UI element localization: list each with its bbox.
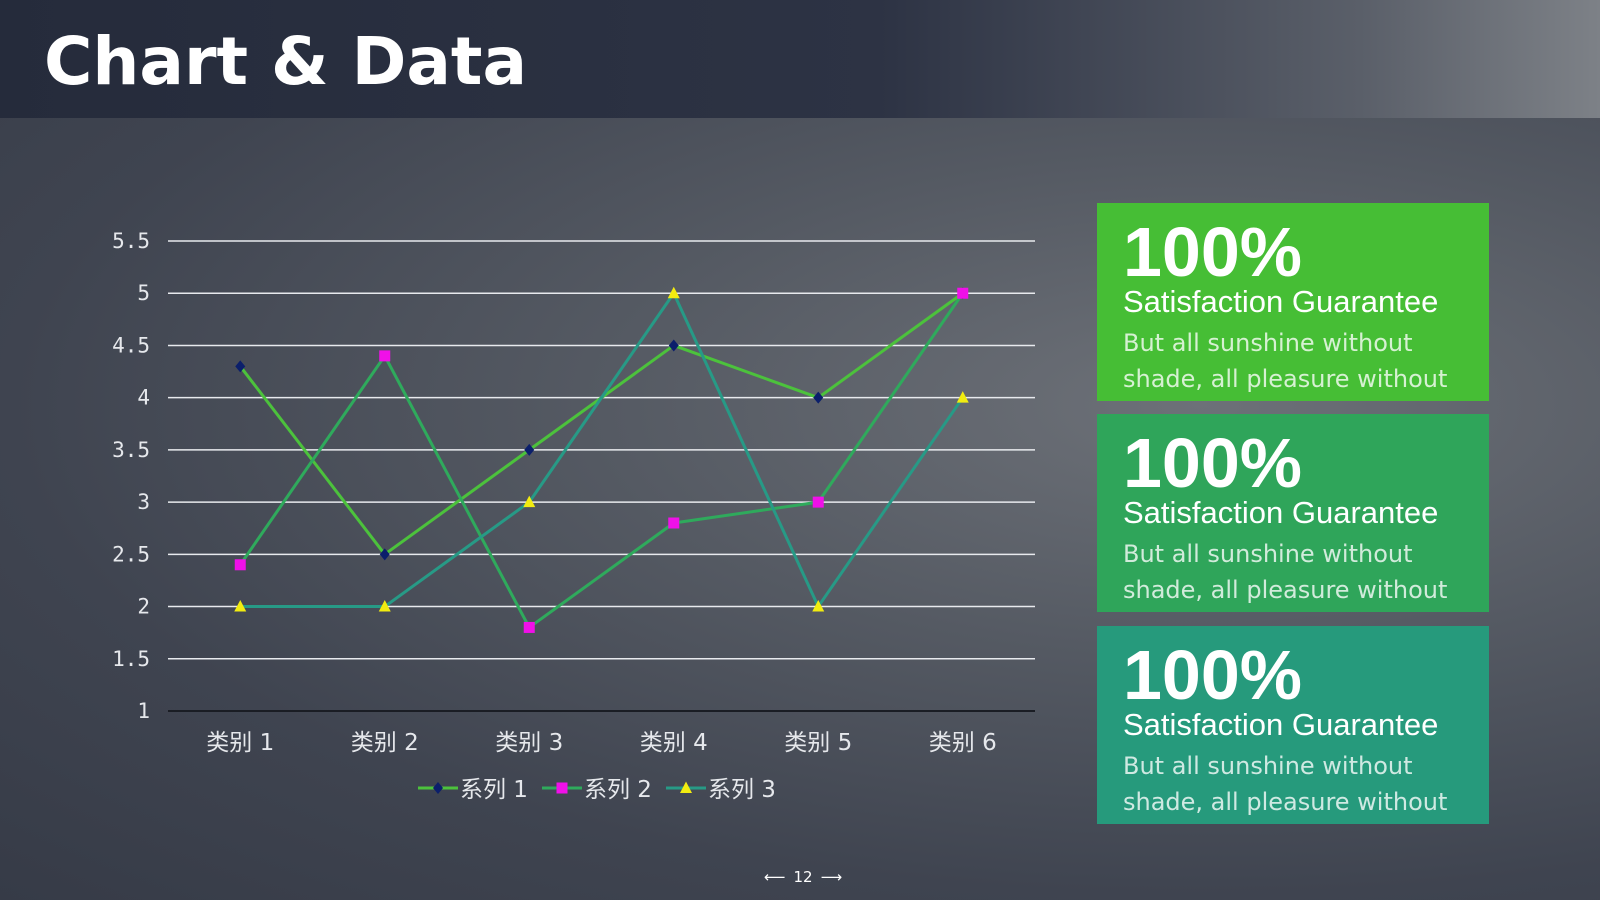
series-line-1 (239, 292, 964, 556)
series-2-point (957, 287, 969, 299)
page-navigation: ⟵ 12 ⟶ (760, 868, 846, 886)
series-1-point (524, 443, 535, 456)
series-3-point (378, 600, 391, 612)
x-tick-label: 类别 4 (640, 730, 708, 756)
legend-label: 系列 1 (460, 777, 528, 803)
stat-card-heading: Satisfaction Guarantee (1123, 707, 1439, 742)
next-arrow-icon[interactable]: ⟶ (820, 868, 843, 886)
y-tick-label: 5 (137, 281, 150, 305)
y-tick-label: 3 (137, 490, 150, 514)
series-2-point (379, 350, 391, 362)
legend-marker (433, 782, 443, 794)
y-tick-label: 5.5 (112, 229, 150, 253)
series-1-point (668, 339, 679, 352)
stat-card-line: shade, all pleasure without (1123, 576, 1448, 605)
stat-card-line: shade, all pleasure without (1123, 365, 1448, 394)
stat-card-2: 100% Satisfaction Guarantee But all suns… (1097, 414, 1489, 612)
series-2-point (523, 621, 535, 633)
legend-marker (556, 782, 568, 794)
stat-card-text: But all sunshine without shade, all plea… (1123, 325, 1463, 397)
series-3-point (234, 600, 247, 612)
y-tick-label: 3.5 (112, 438, 150, 462)
series-3-point (956, 391, 969, 403)
line-chart: 1 1.5 2 2.5 3 3.5 4 4.5 5 5.5 类别 1 类别 2 类别 3 类别 4 类别 5… (112, 229, 1035, 803)
stat-card-text: But all sunshine without shade, all plea… (1123, 748, 1463, 820)
series-3-point (667, 286, 680, 299)
y-tick-label: 1 (137, 699, 150, 723)
page-title: Chart & Data (44, 23, 527, 100)
stat-card-percent: 100% (1123, 424, 1303, 502)
x-tick-label: 类别 3 (495, 730, 563, 756)
stat-card-heading: Satisfaction Guarantee (1123, 495, 1439, 530)
stat-card-percent: 100% (1123, 213, 1303, 291)
legend-label: 系列 3 (708, 777, 776, 803)
x-tick-label: 类别 6 (929, 730, 997, 756)
y-tick-label: 2 (137, 595, 150, 619)
stat-card-line: shade, all pleasure without (1123, 788, 1448, 817)
y-tick-label: 2.5 (112, 542, 150, 566)
series-2-point (234, 559, 246, 571)
x-tick-label: 类别 2 (351, 730, 419, 756)
stat-card-line: But all sunshine without (1123, 329, 1413, 358)
stat-card-percent: 100% (1123, 636, 1303, 714)
series-3-point (523, 495, 536, 508)
stat-card-heading: Satisfaction Guarantee (1123, 284, 1439, 319)
legend-label: 系列 2 (584, 777, 652, 803)
stat-card-line: But all sunshine without (1123, 540, 1413, 569)
series-1-point (813, 391, 824, 404)
y-tick-label: 4.5 (112, 333, 150, 357)
series-2-point (812, 496, 824, 508)
page-number: 12 (793, 868, 813, 886)
x-tick-label: 类别 1 (206, 730, 274, 756)
y-tick-label: 1.5 (112, 647, 150, 671)
series-1-point (379, 548, 390, 561)
stat-card-line: But all sunshine without (1123, 752, 1413, 781)
series-line-3 (240, 291, 964, 609)
series-3-point (812, 600, 825, 612)
x-tick-label: 类别 5 (784, 730, 852, 756)
series-1-point (235, 360, 246, 373)
series-2-point (668, 517, 680, 529)
stat-card-3: 100% Satisfaction Guarantee But all suns… (1097, 626, 1489, 824)
legend-marker (680, 781, 692, 793)
stat-card-1: 100% Satisfaction Guarantee But all suns… (1097, 203, 1489, 401)
stat-card-text: But all sunshine without shade, all plea… (1123, 536, 1463, 608)
series-line-2 (239, 292, 964, 629)
prev-arrow-icon[interactable]: ⟵ (764, 868, 786, 886)
header-bar: Chart & Data (0, 0, 1600, 118)
y-tick-label: 4 (137, 386, 150, 410)
